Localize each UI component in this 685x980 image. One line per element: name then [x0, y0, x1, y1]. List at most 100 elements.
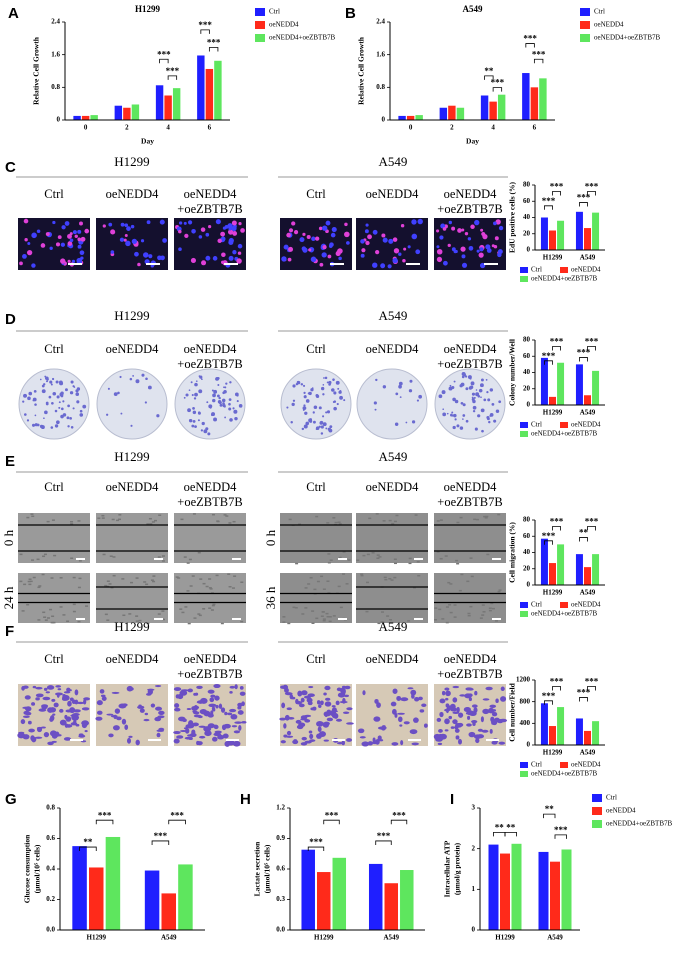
cell-blob	[224, 740, 231, 747]
cell-blob	[67, 700, 72, 707]
cell-texture	[332, 615, 336, 617]
cell-blob	[361, 741, 370, 747]
cell-dot	[306, 234, 311, 239]
colony	[201, 378, 203, 381]
cell-dot	[479, 262, 486, 269]
colony	[418, 394, 423, 399]
colony	[132, 375, 134, 377]
cell-blob	[323, 692, 327, 696]
cell-texture	[460, 573, 464, 576]
cell-texture	[46, 617, 50, 619]
significance-label: ***	[325, 810, 339, 820]
cell-blob	[341, 740, 346, 746]
wound-image	[174, 513, 246, 563]
cell-blob	[455, 735, 460, 740]
cell-texture	[37, 619, 41, 621]
y-tick-label: 0.6	[276, 865, 285, 873]
wound-image	[434, 573, 506, 623]
cell-texture	[220, 622, 224, 625]
cell-texture	[198, 614, 202, 617]
colony	[234, 416, 238, 421]
colony	[487, 398, 491, 402]
cell-dot	[281, 256, 287, 262]
cell-texture	[453, 604, 457, 606]
cell-blob	[373, 716, 381, 722]
significance-bracket	[484, 75, 494, 80]
y-tick-label: 80	[523, 181, 531, 189]
legend-label: oeNEDD4+oeZBTB7B	[531, 430, 597, 438]
cell-dot	[400, 223, 405, 228]
cell-blob	[400, 740, 404, 746]
colony	[303, 424, 308, 429]
cell-texture	[448, 604, 452, 606]
colony	[49, 380, 53, 384]
cell-blob	[319, 700, 324, 706]
colony	[328, 383, 331, 386]
y-tick-label: 20	[523, 229, 531, 237]
cell-blob	[101, 696, 107, 701]
cell-blob	[96, 700, 103, 706]
cell-texture	[482, 611, 486, 613]
significance-label: **	[545, 804, 555, 814]
bar	[72, 846, 87, 930]
legend-label: oeNEDD4+oeZBTB7B	[269, 34, 335, 42]
cell-dot	[215, 219, 221, 225]
cell-dot	[157, 255, 162, 261]
cell-dot	[387, 264, 392, 269]
colony	[43, 417, 45, 420]
group-title: H1299	[114, 308, 149, 323]
cell-texture	[366, 553, 370, 556]
cell-blob	[456, 706, 460, 713]
transwell-image	[356, 684, 428, 746]
cell-texture	[146, 523, 150, 525]
colony	[147, 385, 152, 390]
cell-texture	[202, 608, 206, 610]
cell-dot	[417, 218, 423, 225]
colony	[233, 409, 238, 414]
cell-blob	[126, 685, 134, 692]
colony	[489, 388, 494, 392]
group-title: A549	[379, 619, 408, 634]
cell-dot	[228, 239, 234, 246]
cell-blob	[232, 740, 241, 747]
bar	[489, 101, 497, 120]
colony	[145, 377, 148, 381]
cell-blob	[81, 720, 90, 727]
cell-texture	[43, 553, 47, 556]
colony	[451, 385, 455, 390]
bar	[550, 861, 560, 930]
significance-label: **	[83, 837, 93, 847]
y-axis-label: Relative Cell Growth	[357, 36, 366, 105]
cell-blob	[76, 701, 85, 705]
cell-blob	[308, 685, 314, 689]
cell-texture	[50, 621, 54, 624]
bar	[575, 364, 583, 405]
colony	[495, 409, 500, 413]
cell-dot	[407, 245, 411, 249]
legend-label: Ctrl	[606, 794, 617, 802]
cell-dot	[288, 246, 294, 252]
cell-blob	[173, 730, 181, 735]
colony	[452, 397, 456, 402]
colony	[189, 419, 193, 423]
cell-blob	[128, 735, 133, 738]
cell-blob	[316, 720, 324, 727]
cell-blob	[304, 714, 312, 718]
cell-blob	[155, 706, 163, 711]
colony	[456, 424, 460, 428]
significance-bracket	[390, 819, 408, 825]
cell-texture	[184, 606, 188, 608]
significance-label: ***	[577, 688, 591, 698]
column-label: oeNEDD4	[106, 480, 160, 494]
cell-dot	[201, 260, 207, 266]
cell-blob	[399, 724, 403, 727]
colony	[206, 401, 209, 404]
cell-texture	[62, 614, 66, 616]
cell-texture	[26, 516, 30, 519]
cell-dot	[372, 262, 378, 268]
cell-texture	[28, 583, 32, 586]
row-label: 0 h	[263, 529, 278, 546]
cell-dot	[108, 222, 113, 227]
cell-texture	[77, 586, 81, 589]
cell-dot	[467, 237, 472, 241]
